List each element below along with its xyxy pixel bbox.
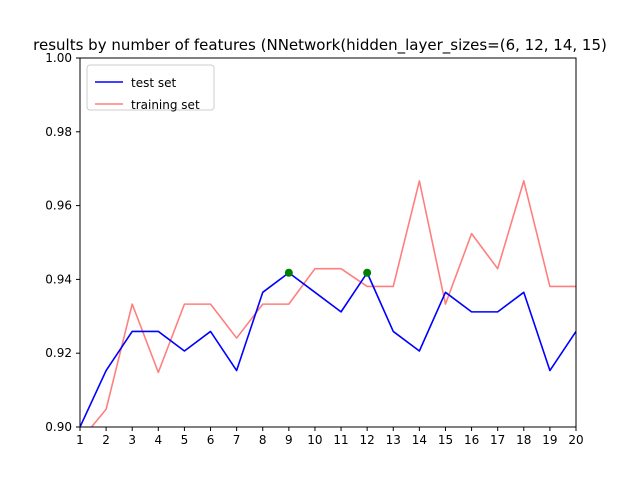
x-tick-label: 2 — [102, 433, 110, 447]
x-tick-label: 4 — [154, 433, 162, 447]
x-tick-label: 1 — [76, 433, 84, 447]
x-tick-label: 13 — [386, 433, 401, 447]
x-tick-label: 14 — [412, 433, 427, 447]
x-tick-label: 10 — [307, 433, 322, 447]
x-tick-label: 8 — [259, 433, 267, 447]
legend-label: training set — [131, 98, 200, 112]
plot-frame — [79, 57, 577, 428]
chart-title: results by number of features (NNetwork(… — [33, 36, 607, 55]
x-tick-label: 3 — [128, 433, 136, 447]
x-tick-label: 7 — [233, 433, 241, 447]
y-tick-label: 0.92 — [45, 346, 72, 360]
x-tick-label: 11 — [333, 433, 348, 447]
x-tick-label: 16 — [464, 433, 479, 447]
y-tick-label: 0.96 — [45, 199, 72, 213]
x-axis: 1 2 3 4 5 6 7 8 9 10 11 12 13 14 15 16 17 18 19 20 — [76, 427, 584, 447]
training-set-line — [90, 180, 576, 427]
legend: test set training set — [86, 64, 215, 112]
x-tick-label: 9 — [285, 433, 293, 447]
y-tick-label: 0.98 — [45, 125, 72, 139]
x-tick-label: 6 — [207, 433, 215, 447]
x-tick-label: 20 — [568, 433, 583, 447]
y-tick-label: 1.00 — [45, 51, 72, 65]
series-layer — [80, 180, 576, 427]
y-tick-label: 0.90 — [45, 420, 72, 434]
test-set-line — [80, 271, 576, 427]
marker-layer — [284, 268, 372, 277]
x-tick-label: 17 — [490, 433, 505, 447]
x-tick-label: 18 — [516, 433, 531, 447]
best-point-marker — [284, 268, 293, 277]
legend-label: test set — [131, 76, 176, 90]
y-tick-label: 0.94 — [45, 272, 72, 286]
x-tick-label: 5 — [181, 433, 189, 447]
x-tick-label: 12 — [360, 433, 375, 447]
y-axis: 0.90 0.92 0.94 0.96 0.98 1.00 — [45, 51, 80, 434]
best-point-marker — [363, 268, 372, 277]
x-tick-label: 19 — [542, 433, 557, 447]
legend-box — [86, 64, 215, 111]
x-tick-label: 15 — [438, 433, 453, 447]
